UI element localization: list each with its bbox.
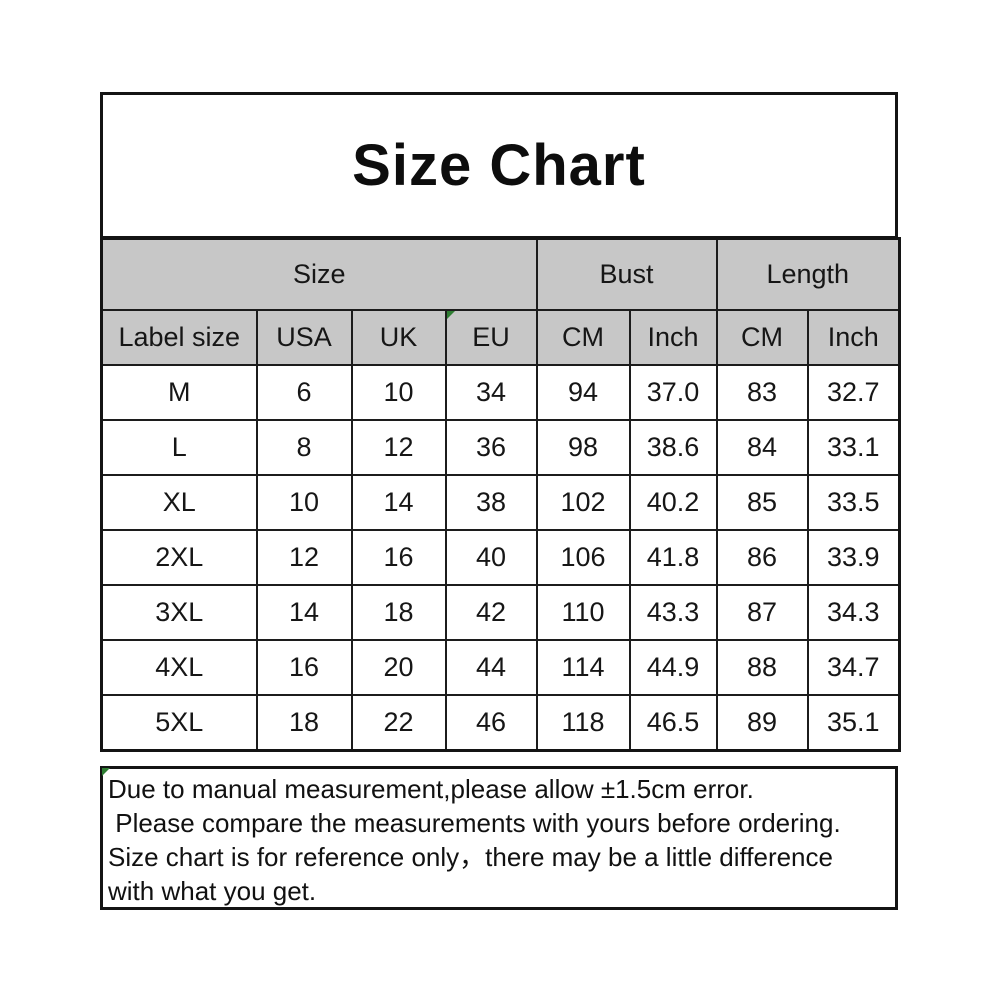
table-cell: 118 xyxy=(535,694,631,752)
table-cell: 46 xyxy=(444,694,538,752)
table-cell: 6 xyxy=(255,364,353,421)
col-header-uk: UK xyxy=(350,309,447,366)
table-cell: 10 xyxy=(255,474,353,531)
col-header-usa: USA xyxy=(255,309,353,366)
table-cell: 86 xyxy=(715,529,809,586)
table-cell: 8 xyxy=(255,419,353,476)
table-cell: 32.7 xyxy=(806,364,901,421)
table-cell: 12 xyxy=(255,529,353,586)
table-cell: 16 xyxy=(350,529,447,586)
table-cell: 83 xyxy=(715,364,809,421)
title-box: Size Chart xyxy=(100,92,898,239)
cell-corner-marker-icon xyxy=(447,312,455,319)
table-cell: 18 xyxy=(350,584,447,641)
table-cell: 2XL xyxy=(100,529,258,586)
table-cell: 35.1 xyxy=(806,694,901,752)
group-header-length: Length xyxy=(715,237,901,311)
table-cell: 3XL xyxy=(100,584,258,641)
table-cell: 16 xyxy=(255,639,353,696)
table-cell: 10 xyxy=(350,364,447,421)
table-cell: 34.7 xyxy=(806,639,901,696)
col-header-eu: EU xyxy=(444,309,538,366)
table-cell: 36 xyxy=(444,419,538,476)
table-cell: 46.5 xyxy=(628,694,718,752)
group-header-size: Size xyxy=(100,237,538,311)
table-cell: 38.6 xyxy=(628,419,718,476)
table-cell: 84 xyxy=(715,419,809,476)
table-row-xl: XL 10 14 38 102 40.2 85 33.5 xyxy=(100,474,901,531)
note-box: Due to manual measurement,please allow ±… xyxy=(100,766,898,910)
table-cell: 5XL xyxy=(100,694,258,752)
note-line: Please compare the measurements with you… xyxy=(108,808,841,838)
group-header-bust: Bust xyxy=(535,237,718,311)
table-row-l: L 8 12 36 98 38.6 84 33.1 xyxy=(100,419,901,476)
col-header-eu-label: EU xyxy=(472,322,510,352)
col-header-bust-cm: CM xyxy=(535,309,631,366)
table-cell: 22 xyxy=(350,694,447,752)
col-header-length-cm: CM xyxy=(715,309,809,366)
note-line: with what you get. xyxy=(108,876,317,906)
table-cell: 33.1 xyxy=(806,419,901,476)
table-row-3xl: 3XL 14 18 42 110 43.3 87 34.3 xyxy=(100,584,901,641)
table-cell: M xyxy=(100,364,258,421)
table-cell: 102 xyxy=(535,474,631,531)
table-cell: 34 xyxy=(444,364,538,421)
column-header-row: Label size USA UK EU CM Inch CM Inch xyxy=(100,309,901,366)
table-cell: 87 xyxy=(715,584,809,641)
page-title: Size Chart xyxy=(352,133,646,198)
table-cell: 114 xyxy=(535,639,631,696)
table-row-5xl: 5XL 18 22 46 118 46.5 89 35.1 xyxy=(100,694,901,752)
table-cell: 40 xyxy=(444,529,538,586)
note-corner-marker-icon xyxy=(102,768,110,776)
table-cell: 110 xyxy=(535,584,631,641)
table-cell: 34.3 xyxy=(806,584,901,641)
table-cell: 41.8 xyxy=(628,529,718,586)
table-cell: 12 xyxy=(350,419,447,476)
table-cell: 94 xyxy=(535,364,631,421)
table-cell: 88 xyxy=(715,639,809,696)
note-line: Size chart is for reference only，there m… xyxy=(108,842,833,872)
table-cell: 14 xyxy=(255,584,353,641)
table-cell: 33.5 xyxy=(806,474,901,531)
table-row-m: M 6 10 34 94 37.0 83 32.7 xyxy=(100,364,901,421)
table-cell: 18 xyxy=(255,694,353,752)
table-cell: 20 xyxy=(350,639,447,696)
table-cell: 44.9 xyxy=(628,639,718,696)
table-cell: 33.9 xyxy=(806,529,901,586)
group-header-row: Size Bust Length xyxy=(100,237,901,311)
table-cell: 37.0 xyxy=(628,364,718,421)
table-row-4xl: 4XL 16 20 44 114 44.9 88 34.7 xyxy=(100,639,901,696)
table-cell: 38 xyxy=(444,474,538,531)
table-cell: 106 xyxy=(535,529,631,586)
table-cell: XL xyxy=(100,474,258,531)
table-cell: 42 xyxy=(444,584,538,641)
table-cell: 85 xyxy=(715,474,809,531)
table-cell: 44 xyxy=(444,639,538,696)
table-cell: 14 xyxy=(350,474,447,531)
col-header-bust-inch: Inch xyxy=(628,309,718,366)
note-line: Due to manual measurement,please allow ±… xyxy=(108,774,754,804)
col-header-length-inch: Inch xyxy=(806,309,901,366)
size-table: Size Bust Length Label size USA UK EU CM… xyxy=(100,237,902,752)
table-cell: 4XL xyxy=(100,639,258,696)
col-header-label-size: Label size xyxy=(100,309,258,366)
table-cell: 43.3 xyxy=(628,584,718,641)
table-cell: 98 xyxy=(535,419,631,476)
table-cell: L xyxy=(100,419,258,476)
table-row-2xl: 2XL 12 16 40 106 41.8 86 33.9 xyxy=(100,529,901,586)
table-cell: 40.2 xyxy=(628,474,718,531)
table-cell: 89 xyxy=(715,694,809,752)
